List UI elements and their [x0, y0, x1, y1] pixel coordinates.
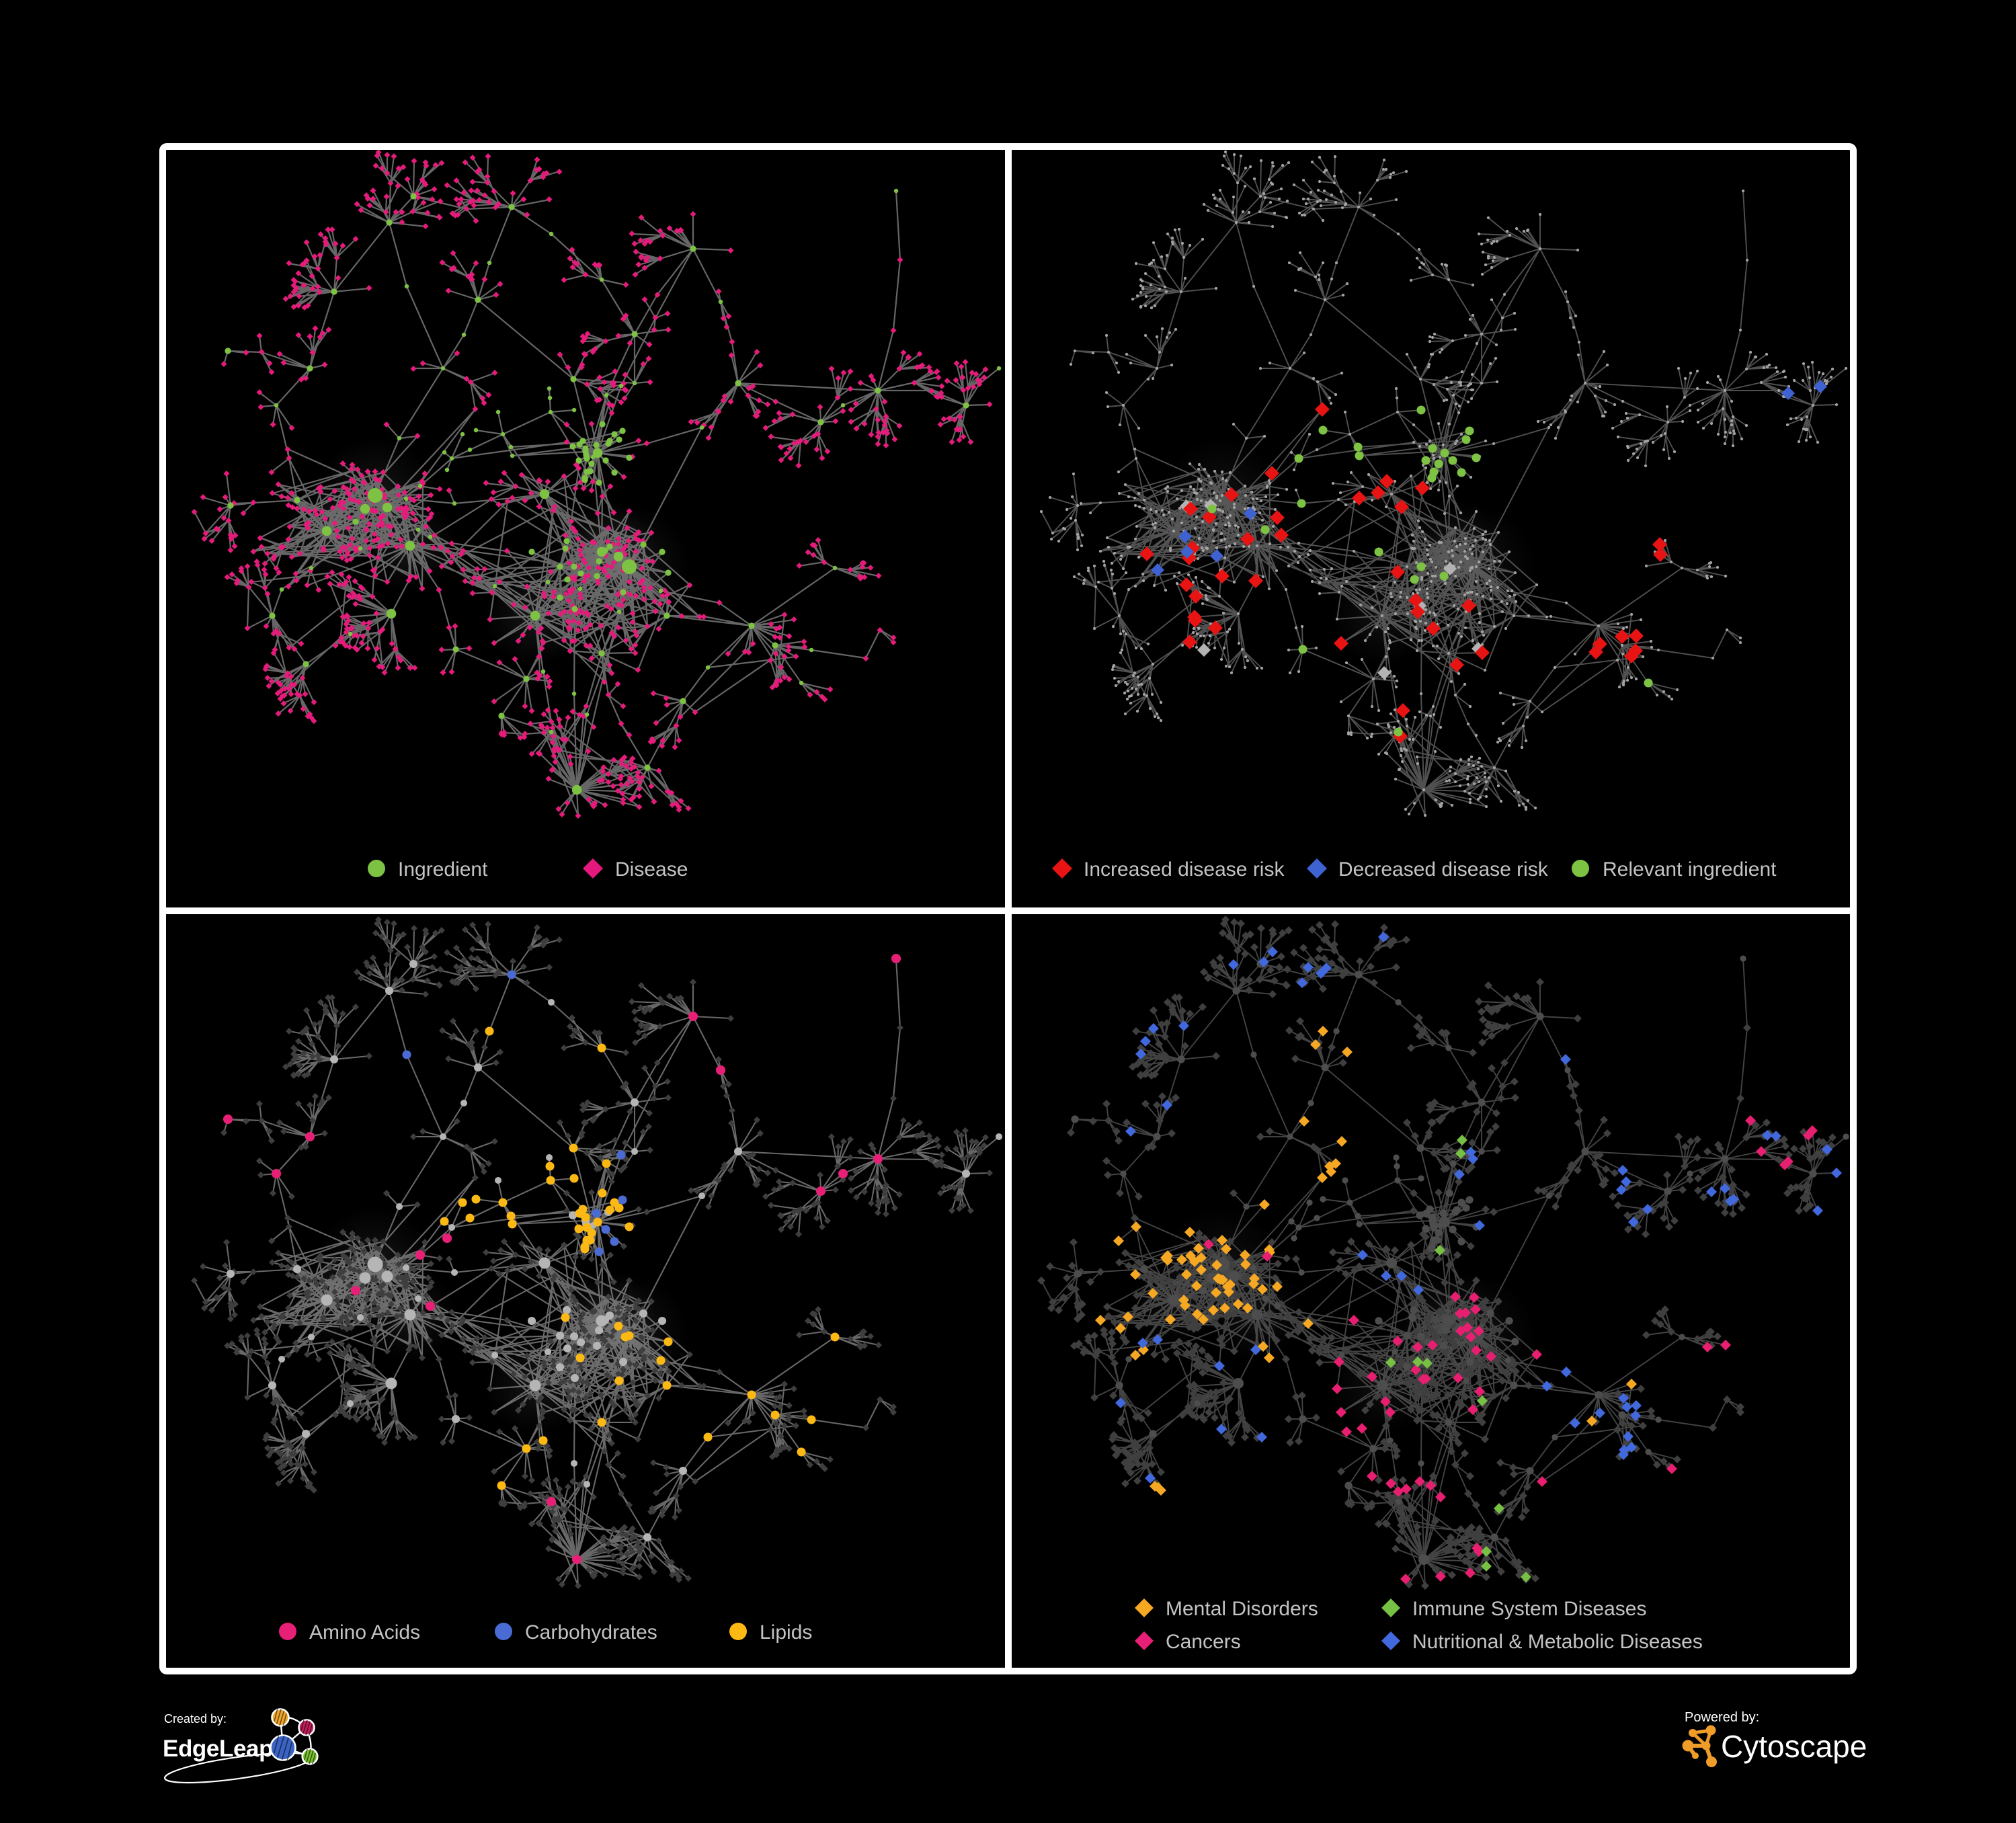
- svg-text:Nutritional & Metabolic Diseas: Nutritional & Metabolic Diseases: [1412, 1631, 1703, 1653]
- svg-text:EdgeLeap: EdgeLeap: [163, 1736, 273, 1762]
- svg-text:Immune System Diseases: Immune System Diseases: [1412, 1598, 1646, 1620]
- svg-text:Amino Acids: Amino Acids: [309, 1621, 420, 1644]
- svg-text:Ingredient: Ingredient: [398, 858, 488, 881]
- svg-text:Created by:: Created by:: [164, 1712, 227, 1726]
- svg-text:Disease: Disease: [615, 858, 688, 881]
- svg-text:Relevant ingredient: Relevant ingredient: [1603, 858, 1777, 881]
- svg-text:Mental Disorders: Mental Disorders: [1166, 1598, 1318, 1620]
- svg-text:Decreased disease risk: Decreased disease risk: [1338, 858, 1549, 881]
- svg-text:Lipids: Lipids: [760, 1621, 812, 1644]
- svg-text:Powered by:: Powered by:: [1685, 1710, 1759, 1725]
- svg-text:Cytoscape: Cytoscape: [1721, 1729, 1867, 1764]
- svg-text:Cancers: Cancers: [1166, 1631, 1241, 1653]
- svg-text:Increased disease risk: Increased disease risk: [1084, 858, 1285, 881]
- svg-text:Carbohydrates: Carbohydrates: [525, 1621, 657, 1644]
